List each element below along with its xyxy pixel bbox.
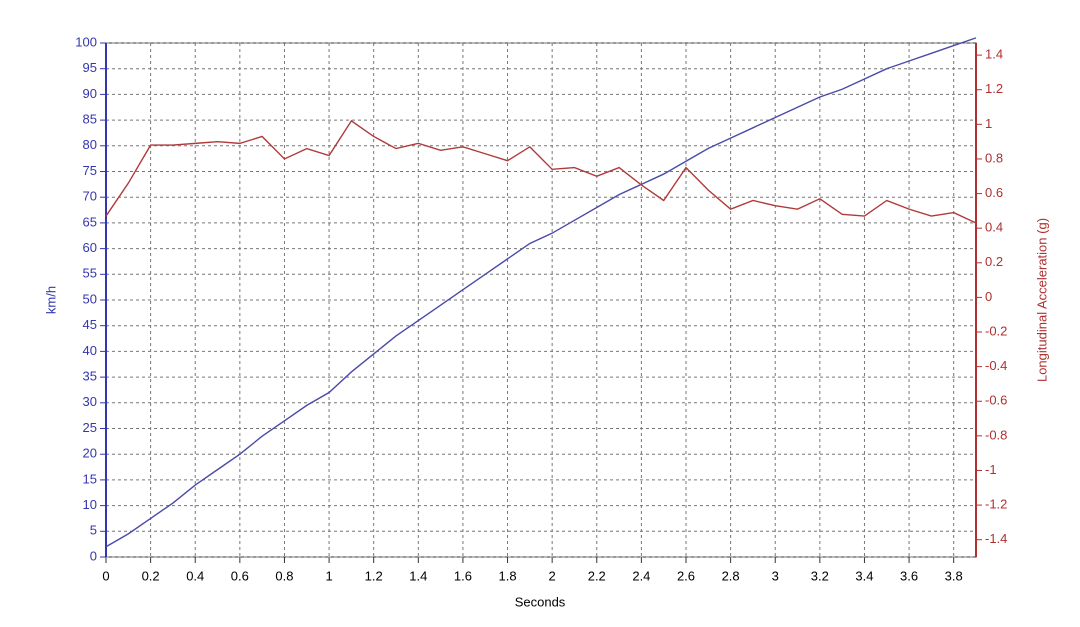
x-tick-label: 3.4 [855, 568, 873, 583]
y-tick-label: 0 [90, 548, 97, 563]
x-tick-label: 0.8 [275, 568, 293, 583]
y-axis-label: km/h [43, 286, 58, 314]
y2-tick-label: -1.2 [985, 497, 1007, 512]
x-tick-label: 2.6 [677, 568, 695, 583]
y2-axis-label: Longitudinal Acceleration (g) [1034, 218, 1049, 382]
x-tick-label: 1.4 [409, 568, 427, 583]
y-tick-label: 65 [83, 214, 97, 229]
x-tick-label: 2.2 [588, 568, 606, 583]
x-tick-label: 1.8 [498, 568, 516, 583]
y-tick-label: 30 [83, 394, 97, 409]
y2-tick-label: -0.2 [985, 323, 1007, 338]
y-tick-label: 60 [83, 240, 97, 255]
y-tick-label: 85 [83, 112, 97, 127]
y-tick-label: 55 [83, 266, 97, 281]
x-tick-label: 2.4 [632, 568, 650, 583]
x-tick-label: 3.8 [945, 568, 963, 583]
x-axis-label: Seconds [515, 594, 566, 609]
y-tick-label: 45 [83, 317, 97, 332]
y2-tick-label: 0.8 [985, 150, 1003, 165]
y-tick-label: 35 [83, 369, 97, 384]
y-tick-label: 25 [83, 420, 97, 435]
y-tick-label: 20 [83, 446, 97, 461]
y-tick-label: 40 [83, 343, 97, 358]
x-tick-label: 0 [102, 568, 109, 583]
y2-tick-label: 0.2 [985, 254, 1003, 269]
x-tick-label: 2 [549, 568, 556, 583]
y2-tick-label: -0.6 [985, 393, 1007, 408]
y2-tick-label: 1.4 [985, 47, 1003, 62]
x-tick-label: 2.8 [722, 568, 740, 583]
y-tick-label: 100 [75, 34, 97, 49]
x-tick-label: 0.2 [142, 568, 160, 583]
x-tick-label: 3 [772, 568, 779, 583]
x-tick-label: 1.2 [365, 568, 383, 583]
y2-tick-label: -0.8 [985, 427, 1007, 442]
y-tick-label: 75 [83, 163, 97, 178]
y-tick-label: 15 [83, 471, 97, 486]
y2-tick-label: 0.4 [985, 220, 1003, 235]
x-tick-label: 1.6 [454, 568, 472, 583]
x-tick-label: 3.6 [900, 568, 918, 583]
x-tick-label: 0.4 [186, 568, 204, 583]
series-line [105, 119, 977, 224]
y2-tick-label: -0.4 [985, 358, 1007, 373]
x-tick-label: 3.2 [811, 568, 829, 583]
y2-tick-label: -1.4 [985, 531, 1007, 546]
y2-tick-label: 0.6 [985, 185, 1003, 200]
y-tick-label: 5 [90, 523, 97, 538]
y-tick-label: 90 [83, 86, 97, 101]
y-tick-label: 70 [83, 189, 97, 204]
y-tick-label: 95 [83, 60, 97, 75]
x-tick-label: 0.6 [231, 568, 249, 583]
series-line [105, 37, 977, 548]
x-tick-label: 1 [325, 568, 332, 583]
y2-tick-label: 1.2 [985, 81, 1003, 96]
y-tick-label: 10 [83, 497, 97, 512]
y-tick-label: 50 [83, 291, 97, 306]
y2-tick-label: 1 [985, 116, 992, 131]
y2-tick-label: 0 [985, 289, 992, 304]
y2-tick-label: -1 [985, 462, 997, 477]
y-tick-label: 80 [83, 137, 97, 152]
